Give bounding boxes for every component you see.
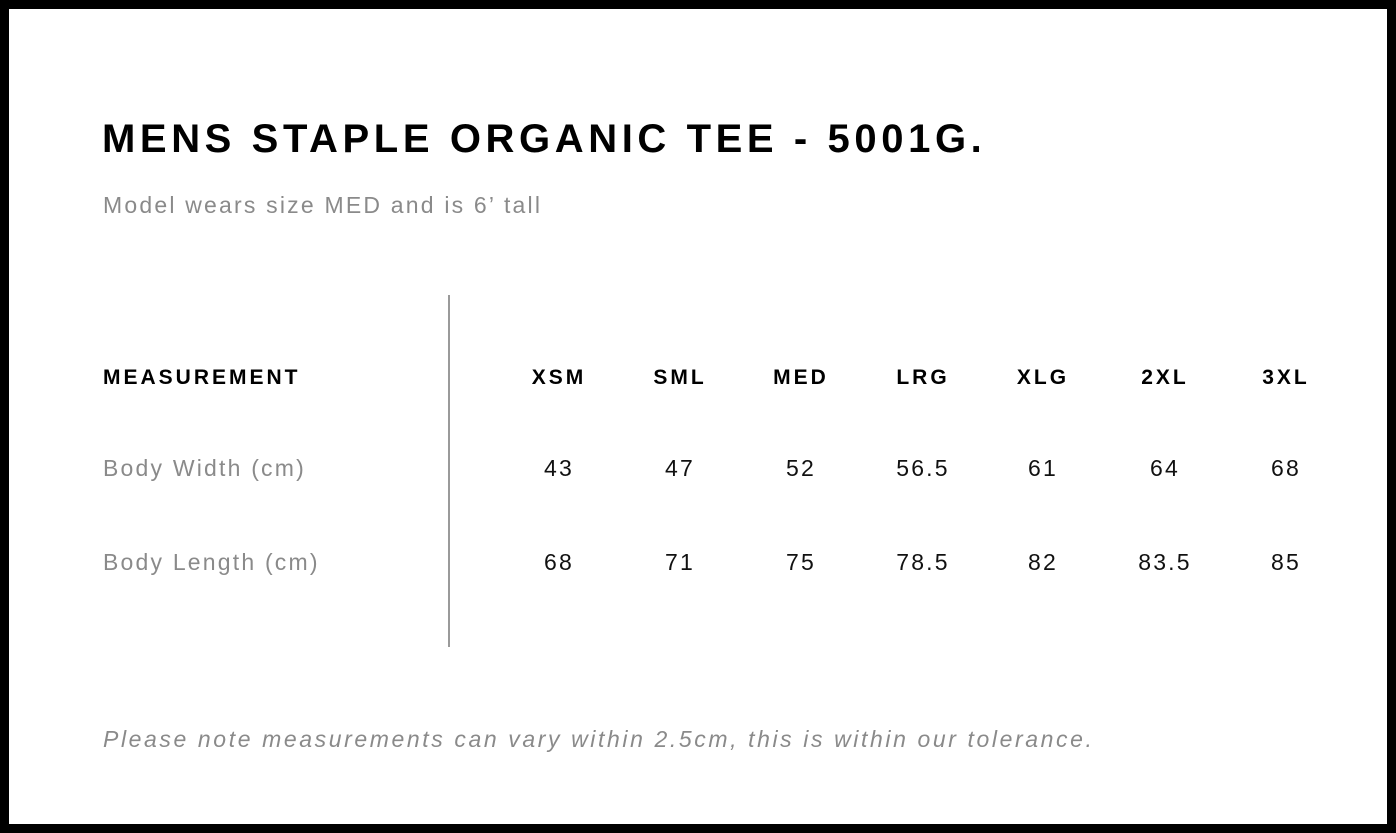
table-cell: 85: [1271, 549, 1301, 575]
table-cell: 47: [665, 455, 695, 481]
size-header: MED: [773, 366, 829, 389]
table-cell: 61: [1028, 455, 1058, 481]
row-label: Body Length (cm): [103, 549, 320, 575]
table-cell: 71: [665, 549, 695, 575]
size-header: 2XL: [1141, 366, 1189, 389]
table-cell: 56.5: [896, 455, 950, 481]
table-cell: 43: [544, 455, 574, 481]
size-header: LRG: [896, 366, 950, 389]
page-title: MENS STAPLE ORGANIC TEE - 5001G.: [102, 117, 987, 161]
size-header: 3XL: [1262, 366, 1310, 389]
model-info: Model wears size MED and is 6’ tall: [103, 192, 543, 218]
size-header: SML: [653, 366, 707, 389]
size-header: XSM: [531, 366, 587, 389]
table-cell: 64: [1150, 455, 1180, 481]
row-label: Body Width (cm): [103, 455, 306, 481]
measurement-header: MEASUREMENT: [103, 366, 301, 389]
table-cell: 78.5: [896, 549, 950, 575]
table-cell: 83.5: [1138, 549, 1192, 575]
table-header-row: MEASUREMENT XSM SML MED LRG XLG 2XL 3XL: [9, 366, 1396, 396]
table-row: Body Width (cm) 43 47 52 56.5 61 64 68: [9, 455, 1396, 485]
column-divider: [448, 295, 450, 647]
table-cell: 68: [544, 549, 574, 575]
tolerance-note: Please note measurements can vary within…: [103, 726, 1095, 752]
size-header: XLG: [1016, 366, 1070, 389]
table-cell: 68: [1271, 455, 1301, 481]
table-cell: 82: [1028, 549, 1058, 575]
table-cell: 52: [786, 455, 816, 481]
table-cell: 75: [786, 549, 816, 575]
table-row: Body Length (cm) 68 71 75 78.5 82 83.5 8…: [9, 549, 1396, 579]
